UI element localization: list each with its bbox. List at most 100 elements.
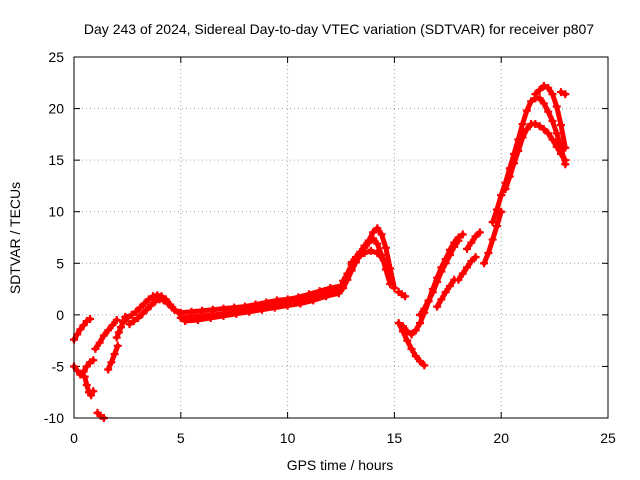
data-point (206, 313, 215, 322)
series-seg-q (394, 319, 429, 370)
data-point (454, 236, 463, 245)
series-seg-e (91, 316, 121, 353)
data-point (79, 321, 88, 330)
data-point (488, 218, 497, 227)
series-seg-f (104, 341, 122, 374)
series-trace (105, 343, 121, 373)
data-point (561, 156, 570, 165)
data-point (334, 289, 343, 298)
data-point (354, 253, 363, 262)
data-point (181, 317, 190, 326)
data-point (108, 321, 117, 330)
y-tick-labels: -10 -5 0 5 10 15 20 25 (44, 49, 64, 426)
series-seg-aa (531, 81, 570, 152)
data-point (296, 299, 305, 308)
data-point (403, 327, 412, 336)
data-point (407, 344, 416, 353)
data-point (134, 313, 143, 322)
data-point (373, 248, 382, 257)
data-point (270, 303, 279, 312)
data-point (140, 299, 149, 308)
data-point (343, 269, 352, 278)
x-tick-labels: 0 5 10 15 20 25 (70, 430, 616, 446)
data-point (401, 292, 410, 301)
data-point (416, 310, 425, 319)
series-seg-o (347, 246, 388, 267)
y-tick-label: 10 (48, 204, 64, 220)
data-point (369, 234, 378, 243)
data-point (535, 122, 544, 131)
data-point (95, 338, 104, 347)
data-point (497, 191, 506, 200)
data-point (112, 333, 121, 342)
data-point (424, 296, 433, 305)
data-point (441, 288, 450, 297)
series-seg-y (497, 94, 570, 200)
data-point (561, 90, 570, 99)
data-point (142, 305, 151, 314)
data-point (176, 313, 185, 322)
data-point (535, 94, 544, 103)
data-points (70, 81, 570, 422)
data-point (518, 120, 527, 129)
data-point (557, 88, 566, 97)
data-point (129, 317, 138, 326)
data-point (535, 86, 544, 95)
data-point (510, 159, 519, 168)
series-seg-z (501, 120, 570, 194)
grid-lines (74, 57, 608, 418)
data-point (484, 248, 493, 257)
data-point (347, 258, 356, 267)
data-point (131, 307, 140, 316)
data-point (232, 309, 241, 318)
data-point (390, 284, 399, 293)
data-point (433, 302, 442, 311)
data-point (104, 326, 113, 335)
data-point (377, 230, 386, 239)
data-point (159, 296, 168, 305)
series-seg-l (181, 289, 343, 326)
y-tick-label: -10 (44, 410, 64, 426)
data-point (146, 301, 155, 310)
data-point (441, 259, 450, 268)
y-tick-label: 20 (48, 101, 64, 117)
data-point (87, 391, 96, 400)
y-tick-label: 5 (56, 255, 64, 271)
series-seg-i (125, 295, 177, 329)
data-point (76, 325, 85, 334)
data-point (119, 317, 128, 326)
data-point (86, 314, 95, 323)
data-point (381, 265, 390, 274)
data-point (245, 307, 254, 316)
data-point (475, 228, 484, 237)
y-tick-label: -5 (52, 358, 65, 374)
y-axis-label: SDTVAR / TECUs (7, 182, 23, 294)
data-point (99, 331, 108, 340)
data-point (544, 83, 553, 92)
data-point (89, 356, 98, 365)
data-point (110, 350, 119, 359)
series-seg-d (93, 408, 108, 422)
data-point (257, 305, 266, 314)
data-point (552, 142, 561, 151)
series-seg-u (454, 253, 480, 284)
data-point (127, 310, 136, 319)
data-point (420, 361, 429, 370)
data-point (454, 275, 463, 284)
data-point (138, 309, 147, 318)
data-point (531, 90, 540, 99)
plot-frame (73, 56, 609, 419)
data-point (471, 232, 480, 241)
data-point (89, 387, 98, 396)
data-point (107, 358, 116, 367)
data-point (501, 185, 510, 194)
x-axis-label: GPS time / hours (287, 457, 394, 473)
series-seg-w (480, 207, 506, 268)
data-point (364, 238, 373, 247)
series-trace (498, 95, 568, 198)
data-point (339, 284, 348, 293)
data-point (168, 303, 177, 312)
data-point (163, 299, 172, 308)
data-point (522, 125, 531, 134)
series-trace (464, 229, 483, 252)
